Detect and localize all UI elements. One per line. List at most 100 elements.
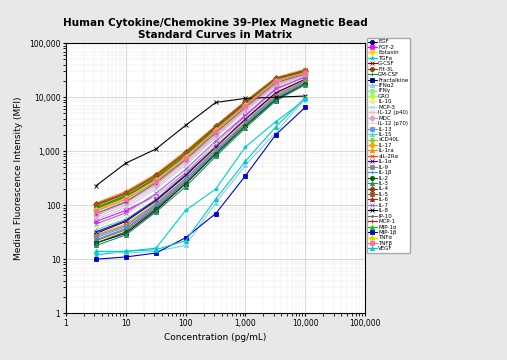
- IL-5: [93, 203, 99, 207]
- Line: MCP-3: MCP-3: [94, 74, 307, 221]
- GRO: [213, 127, 219, 132]
- IL-12 (p70): [123, 213, 129, 217]
- IL-13: [123, 225, 129, 229]
- TNFα: [242, 103, 248, 107]
- TNFβ: [273, 79, 279, 84]
- EGF: [213, 145, 219, 149]
- Line: Fractalkine: Fractalkine: [94, 81, 307, 245]
- Line: IL-1β: IL-1β: [94, 81, 307, 242]
- VEGF: [242, 159, 248, 163]
- IL-1β: [123, 226, 129, 231]
- Fractalkine: [213, 152, 219, 156]
- Line: IL-8: IL-8: [94, 94, 307, 188]
- GM-CSF: [242, 102, 248, 106]
- Line: FGF-2: FGF-2: [94, 75, 307, 224]
- IL-15: [273, 93, 279, 97]
- MCP-1: [123, 195, 129, 199]
- IL-9: [183, 176, 189, 181]
- IL-5: [183, 151, 189, 155]
- IL-12 (p40): [183, 161, 189, 165]
- TNFβ: [183, 156, 189, 161]
- IP-10: [123, 200, 129, 204]
- Fractalkine: [93, 241, 99, 245]
- FGF-2: [273, 87, 279, 91]
- MIP-1β: [183, 235, 189, 240]
- Y-axis label: Median Fluorescence Intensity (MFI): Median Fluorescence Intensity (MFI): [14, 96, 23, 260]
- TNFα: [93, 208, 99, 212]
- IL-1ra: [153, 172, 159, 176]
- GRO: [93, 207, 99, 211]
- Line: IL-6: IL-6: [94, 70, 307, 210]
- FGF-2: [123, 208, 129, 213]
- IL-12 (p70): [213, 141, 219, 145]
- IL-4: [213, 124, 219, 129]
- TGFα: [273, 120, 279, 124]
- GM-CSF: [123, 194, 129, 198]
- MDC: [273, 82, 279, 87]
- EGF: [242, 117, 248, 121]
- IL-5: [153, 174, 159, 178]
- IL-6: [153, 176, 159, 180]
- EGF: [183, 174, 189, 178]
- MIP-1α: [123, 194, 129, 199]
- Line: MDC: MDC: [94, 73, 307, 217]
- IL-1β: [213, 150, 219, 154]
- IL-6: [273, 78, 279, 82]
- IL-1α: [213, 145, 219, 149]
- IL-10: [273, 79, 279, 84]
- IL-9: [153, 202, 159, 206]
- MIP-1β: [302, 105, 308, 109]
- MDC: [123, 201, 129, 205]
- GM-CSF: [93, 206, 99, 210]
- IL-15: [242, 118, 248, 122]
- IL-3: [183, 185, 189, 189]
- G-CSF: [123, 192, 129, 196]
- IL-7: [93, 222, 99, 226]
- sCD40L: [302, 69, 308, 73]
- IL-2: [302, 82, 308, 86]
- GRO: [183, 154, 189, 159]
- Line: IL-15: IL-15: [94, 79, 307, 232]
- MCP-1: [183, 154, 189, 159]
- IL-12 (p70): [153, 194, 159, 198]
- MDC: [183, 159, 189, 163]
- Eotaxin: [213, 131, 219, 135]
- IL-15: [93, 228, 99, 232]
- IFNα2: [213, 201, 219, 205]
- EGF: [93, 231, 99, 235]
- IL-1α: [183, 173, 189, 177]
- IL-4: [273, 76, 279, 80]
- Line: IL-2: IL-2: [94, 82, 307, 245]
- FGF-2: [183, 171, 189, 175]
- IL-6: [93, 206, 99, 210]
- FGF-2: [213, 141, 219, 145]
- IL-9: [213, 148, 219, 152]
- TGFα: [153, 246, 159, 250]
- IFNγ: [273, 79, 279, 83]
- IL-9: [302, 79, 308, 83]
- IL-5: [273, 77, 279, 81]
- GM-CSF: [273, 78, 279, 82]
- MDC: [153, 183, 159, 187]
- IL-9: [123, 224, 129, 228]
- Flt-3L: [93, 203, 99, 207]
- IL-12 (p40): [302, 73, 308, 77]
- Line: MCP-1: MCP-1: [94, 71, 307, 211]
- sIL-2Rα: [242, 122, 248, 127]
- TNFα: [123, 196, 129, 200]
- IL-5: [213, 125, 219, 129]
- IL-4: [153, 173, 159, 177]
- IL-10: [123, 198, 129, 202]
- TNFα: [183, 155, 189, 159]
- IL-17: [183, 176, 189, 180]
- GM-CSF: [213, 127, 219, 131]
- IL-3: [273, 99, 279, 103]
- IFNα2: [183, 243, 189, 248]
- IL-15: [213, 144, 219, 148]
- IL-2: [153, 207, 159, 211]
- Fractalkine: [183, 181, 189, 186]
- TGFα: [302, 98, 308, 102]
- MIP-1β: [153, 251, 159, 255]
- EGF: [273, 91, 279, 95]
- G-CSF: [242, 100, 248, 105]
